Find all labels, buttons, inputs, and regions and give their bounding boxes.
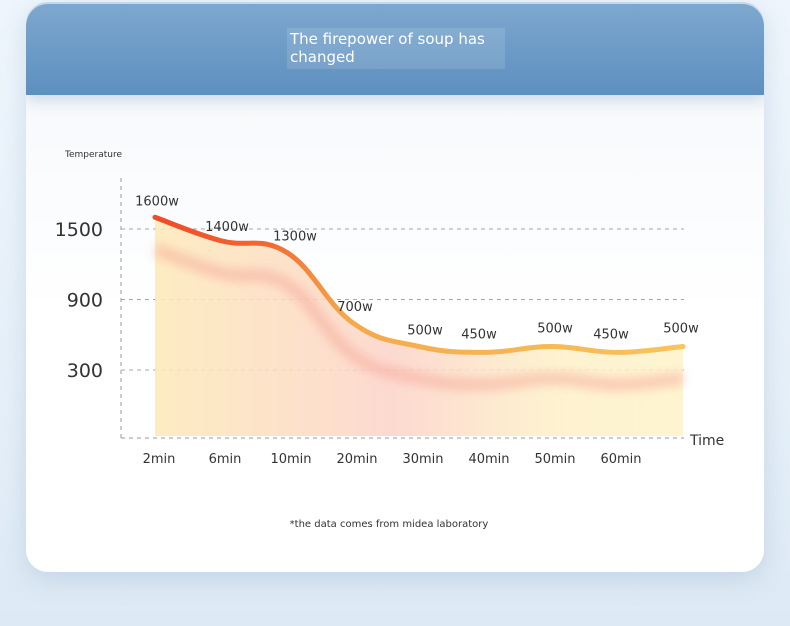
data-label: 500w	[537, 322, 573, 337]
data-label: 500w	[407, 324, 443, 339]
x-tick-label: 6min	[209, 452, 242, 467]
data-label: 1300w	[273, 230, 317, 245]
data-label: 1600w	[135, 194, 179, 209]
x-tick-label: 30min	[402, 452, 443, 467]
data-label: 500w	[663, 322, 699, 337]
y-tick-label: 300	[67, 360, 103, 382]
y-tick-label: 1500	[55, 219, 103, 241]
page-title: The firepower of soup has changed	[287, 28, 505, 69]
x-tick-label: 10min	[270, 452, 311, 467]
y-tick-label: 900	[67, 290, 103, 312]
data-label: 450w	[593, 327, 629, 342]
x-tick-label: 60min	[600, 452, 641, 467]
data-label: 1400w	[205, 220, 249, 235]
header-banner: The firepower of soup has changed	[26, 2, 764, 95]
line-glow	[152, 243, 684, 391]
x-tick-label: 20min	[336, 452, 377, 467]
x-axis-label: Time	[689, 433, 724, 449]
x-tick-label: 40min	[468, 452, 509, 467]
data-label: 450w	[461, 327, 497, 342]
footnote: *the data comes from midea laboratory	[290, 519, 489, 530]
x-tick-label: 2min	[143, 452, 176, 467]
chart-card: The firepower of soup has changed	[26, 2, 764, 572]
data-label: 700w	[337, 300, 373, 315]
y-axis-label: Temperature	[64, 150, 122, 160]
x-tick-label: 50min	[534, 452, 575, 467]
power-line	[152, 214, 686, 355]
